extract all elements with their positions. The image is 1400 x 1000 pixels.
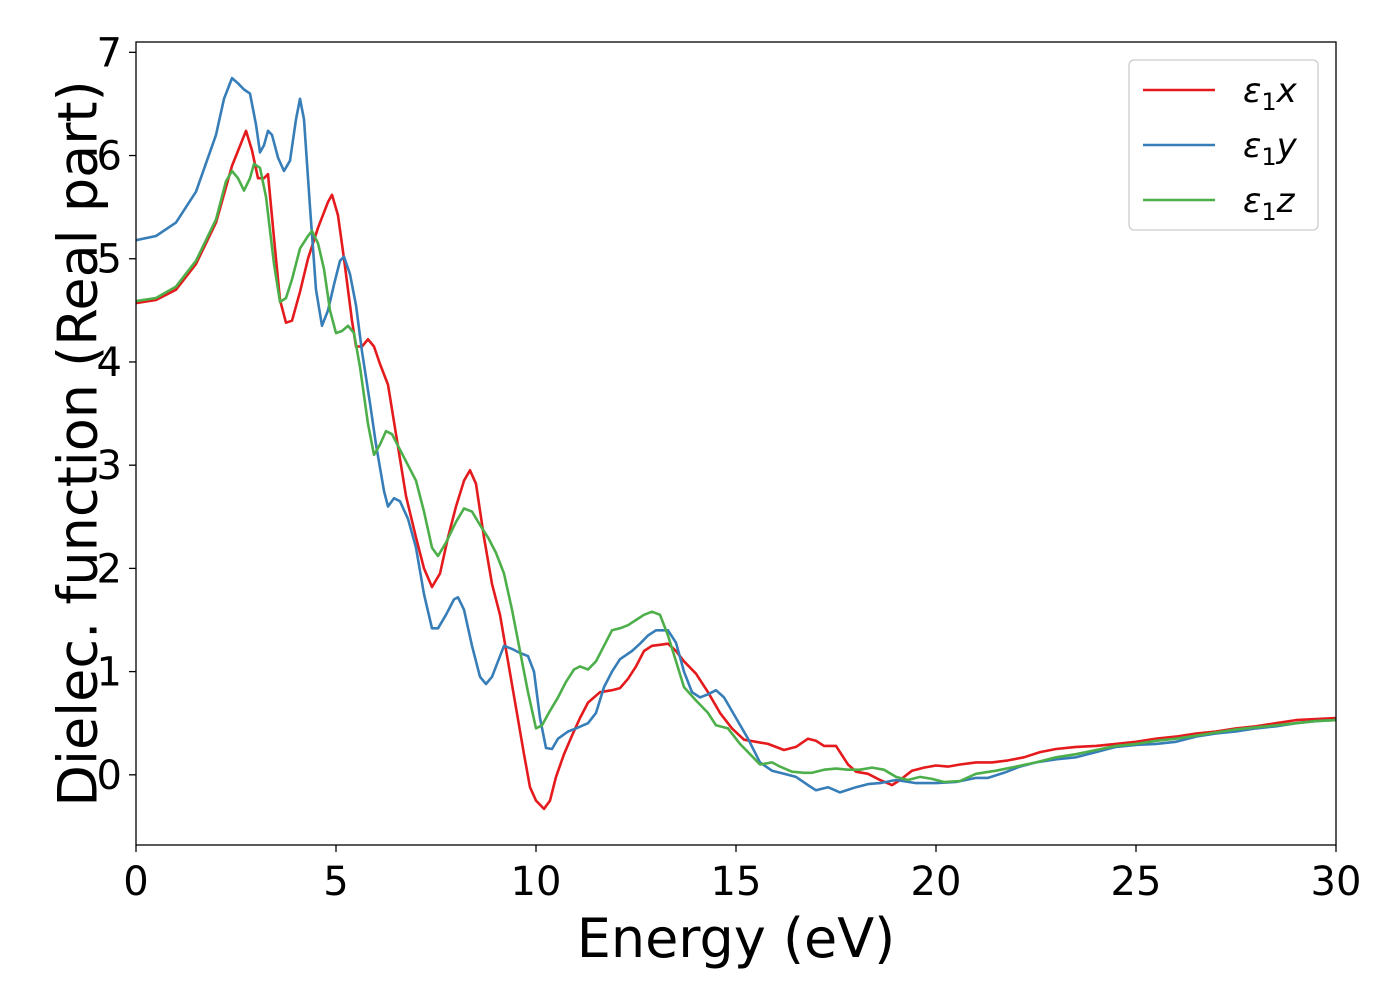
y-tick-label: 5: [97, 237, 122, 283]
y-tick-label: 3: [97, 443, 122, 489]
legend-label-x: ε1x: [1243, 71, 1298, 116]
x-tick-label: 0: [123, 859, 148, 905]
legend-subscript: 1: [1261, 88, 1276, 116]
legend-label-z: ε1z: [1243, 181, 1296, 226]
legend-box: [1128, 59, 1319, 231]
y-axis-title: Dielec. function (Real part): [47, 80, 110, 806]
legend-label-y: ε1y: [1243, 126, 1298, 171]
series-line-y: [136, 76, 1336, 794]
series-line-z: [136, 162, 1336, 784]
y-tick-label: 1: [97, 650, 122, 696]
x-tick-label: 5: [323, 859, 348, 905]
y-tick-label: 2: [97, 546, 122, 592]
y-tick-label: 6: [97, 134, 122, 180]
x-axis-title: Energy (eV): [577, 907, 896, 970]
x-tick-label: 10: [511, 859, 562, 905]
y-tick-label: 4: [97, 340, 122, 386]
y-tick-label: 0: [97, 753, 122, 799]
legend-subscript: 1: [1261, 143, 1276, 171]
series-layer: [136, 76, 1336, 811]
legend-variable: z: [1276, 181, 1296, 221]
x-tick-label: 15: [711, 859, 762, 905]
legend-variable: y: [1276, 126, 1298, 166]
y-tick-label: 7: [97, 30, 122, 76]
x-tick-label: 30: [1311, 859, 1362, 905]
legend-epsilon: ε: [1243, 71, 1261, 111]
legend-epsilon: ε: [1243, 126, 1261, 166]
series-line-x: [136, 129, 1336, 811]
legend-variable: x: [1276, 71, 1298, 111]
y-axis: 0 1 2 3 4 5 6 7: [97, 30, 136, 799]
x-tick-label: 20: [911, 859, 962, 905]
x-axis: 0 5 10 15 20 25 30: [123, 845, 1361, 905]
legend-subscript: 1: [1261, 198, 1276, 226]
x-tick-label: 25: [1111, 859, 1162, 905]
legend-epsilon: ε: [1243, 181, 1261, 221]
